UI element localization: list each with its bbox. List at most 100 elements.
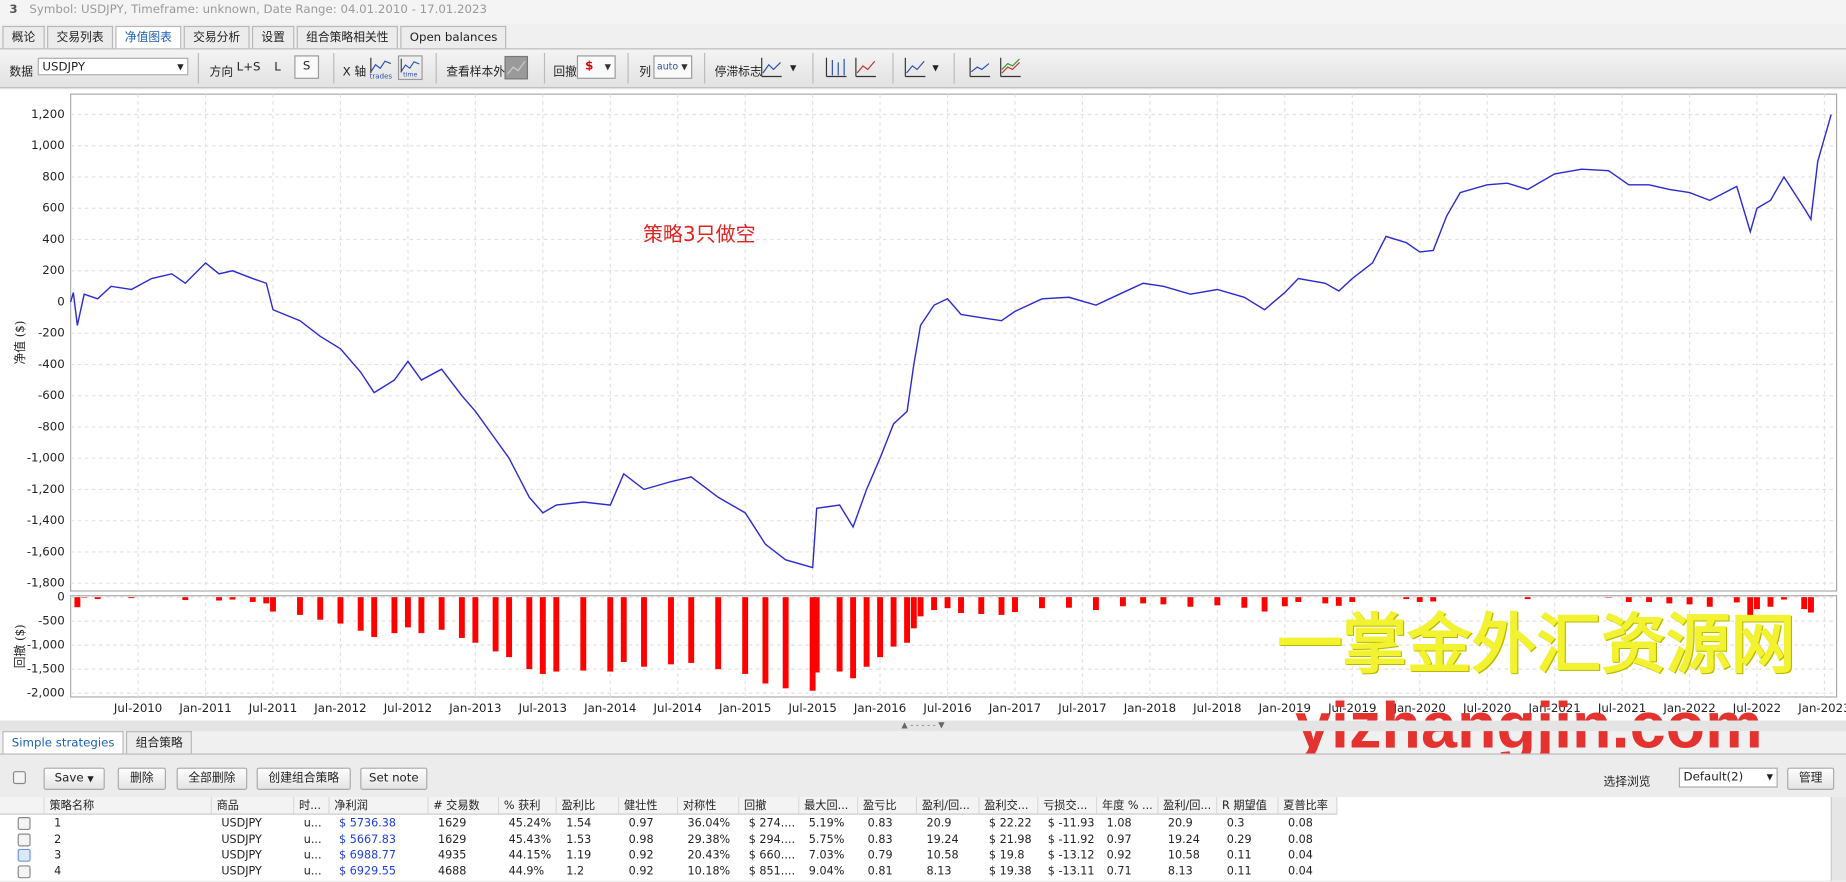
table-cell: $ 274.... bbox=[749, 816, 798, 831]
splitter[interactable]: ▲ - - - - - ▼ bbox=[0, 721, 1846, 732]
chart-icon[interactable] bbox=[854, 55, 879, 80]
oos-icon[interactable] bbox=[504, 55, 529, 80]
delete-all-button[interactable]: 全部删除 bbox=[177, 768, 248, 790]
y-tick-label: -1,000 bbox=[27, 638, 65, 652]
delete-button[interactable]: 删除 bbox=[118, 768, 166, 790]
xaxis-trades-icon[interactable]: trades bbox=[368, 55, 393, 80]
table-cell: 2 bbox=[54, 832, 211, 847]
view-dropdown[interactable]: Default(2)▼ bbox=[1679, 768, 1778, 788]
bottom-tab[interactable]: Simple strategies bbox=[2, 731, 124, 753]
bottom-tab[interactable]: 组合策略 bbox=[126, 731, 192, 753]
y-tick-label: 800 bbox=[42, 169, 64, 183]
header-cell[interactable]: % 获利 bbox=[499, 797, 557, 815]
set-note-button[interactable]: Set note bbox=[360, 768, 427, 790]
xaxis-time-icon[interactable]: time bbox=[398, 55, 423, 80]
table-cell: 0.11 bbox=[1227, 864, 1278, 879]
table-cell: $ 21.98 bbox=[989, 832, 1037, 847]
tab[interactable]: Open balances bbox=[400, 26, 507, 48]
table-cell: $ 851.... bbox=[749, 864, 798, 879]
x-tick-label: Jan-2011 bbox=[178, 701, 231, 715]
drawdown-bar bbox=[783, 597, 789, 688]
header-cell[interactable]: 净利润 bbox=[330, 797, 429, 815]
drawdown-bar bbox=[742, 597, 748, 674]
table-cell: 7.03% bbox=[809, 848, 857, 863]
table-cell: $ -11.93 bbox=[1048, 816, 1096, 831]
header-cell[interactable]: # 交易数 bbox=[429, 797, 500, 815]
drawdown-bar bbox=[391, 597, 397, 633]
y-axis-label: 净值 ($) bbox=[13, 321, 27, 365]
header-cell[interactable]: 夏普比率 bbox=[1279, 797, 1338, 815]
chart-icon[interactable] bbox=[968, 55, 993, 80]
header-cell[interactable]: 策略名称 bbox=[45, 797, 212, 815]
xaxis-time: time bbox=[403, 71, 417, 79]
row-checkbox[interactable] bbox=[18, 865, 31, 878]
tab[interactable]: 概论 bbox=[2, 26, 44, 48]
row-checkbox[interactable] bbox=[18, 849, 31, 862]
scrollbar[interactable] bbox=[1831, 797, 1846, 881]
direction-ls[interactable]: L+S bbox=[237, 61, 261, 74]
direction-s[interactable]: S bbox=[294, 55, 319, 79]
table-cell: 0.04 bbox=[1288, 864, 1336, 879]
separator bbox=[628, 53, 629, 84]
header-cell[interactable]: 亏损交... bbox=[1038, 797, 1097, 815]
header-cell[interactable]: 对称性 bbox=[678, 797, 739, 815]
y-tick-label: -1,800 bbox=[27, 576, 65, 590]
header-cell[interactable]: R 期望值 bbox=[1217, 797, 1278, 815]
table-cell: 0.98 bbox=[629, 832, 677, 847]
select-all-checkbox[interactable] bbox=[13, 771, 26, 784]
y-tick-label: -600 bbox=[38, 388, 65, 402]
table-cell: 0.08 bbox=[1288, 816, 1336, 831]
table-cell: 45.24% bbox=[509, 816, 556, 831]
chart-icon[interactable] bbox=[903, 55, 928, 80]
drawdown-label: 回撤 bbox=[553, 61, 577, 79]
separator bbox=[892, 53, 893, 84]
y-tick-label: -1,000 bbox=[27, 451, 65, 465]
header-cell[interactable]: 盈利交... bbox=[980, 797, 1039, 815]
header-cell[interactable]: 回撤 bbox=[739, 797, 799, 815]
drawdown-unit-button[interactable]: $▼ bbox=[577, 55, 616, 79]
tab[interactable]: 组合策略相关性 bbox=[297, 26, 398, 48]
table-cell: u... bbox=[304, 816, 329, 831]
chart-icon[interactable] bbox=[998, 55, 1023, 80]
columns-button[interactable]: auto▼ bbox=[653, 55, 692, 79]
header-cell[interactable]: 时... bbox=[294, 797, 329, 815]
table-cell: 10.58 bbox=[927, 848, 979, 863]
x-tick-label: Jan-2012 bbox=[313, 701, 366, 715]
table-cell: 20.43% bbox=[688, 848, 739, 863]
direction-l[interactable]: L bbox=[274, 61, 281, 74]
separator bbox=[436, 53, 437, 84]
dropdown-arrow: ▼ bbox=[605, 57, 611, 78]
dropdown-arrow[interactable]: ▼ bbox=[790, 64, 796, 73]
tab[interactable]: 设置 bbox=[252, 26, 294, 48]
row-checkbox[interactable] bbox=[18, 817, 31, 830]
save-button[interactable]: Save ▼ bbox=[44, 768, 105, 790]
x-tick-label: Jul-2011 bbox=[248, 701, 297, 715]
drawdown-bar bbox=[1214, 597, 1220, 605]
tab[interactable]: 交易分析 bbox=[184, 26, 250, 48]
header-cell[interactable]: 商品 bbox=[212, 797, 294, 815]
header-cell[interactable]: 盈利比 bbox=[557, 797, 619, 815]
create-portfolio-button[interactable]: 创建组合策略 bbox=[257, 768, 351, 790]
tab[interactable]: 净值图表 bbox=[115, 26, 181, 48]
separator bbox=[333, 53, 334, 84]
columns-label: 列 bbox=[639, 61, 651, 79]
header-cell[interactable]: 盈利/回... bbox=[917, 797, 979, 815]
header-cell[interactable]: 健壮性 bbox=[619, 797, 678, 815]
y-tick-label: -2,000 bbox=[27, 686, 65, 700]
header-cell[interactable]: 盈利/回... bbox=[1158, 797, 1217, 815]
manage-button[interactable]: 管理 bbox=[1787, 768, 1834, 790]
row-checkbox[interactable] bbox=[18, 833, 31, 846]
dropdown-arrow[interactable]: ▼ bbox=[932, 64, 938, 73]
stagnation-icon[interactable] bbox=[759, 55, 784, 80]
header-cell[interactable]: 年度 % ... bbox=[1097, 797, 1158, 815]
header-cell[interactable]: 盈亏比 bbox=[858, 797, 917, 815]
drawdown-bar bbox=[999, 597, 1005, 615]
symbol-dropdown[interactable]: USDJPY▼ bbox=[38, 58, 189, 76]
tab[interactable]: 交易列表 bbox=[47, 26, 113, 48]
table-cell: u... bbox=[304, 864, 329, 879]
header-cell[interactable]: 最大回... bbox=[799, 797, 858, 815]
x-tick-label: Jan-2023 bbox=[1797, 701, 1846, 715]
table-cell: USDJPY bbox=[221, 832, 293, 847]
chart-icon[interactable] bbox=[824, 55, 849, 80]
table-cell: $ -11.92 bbox=[1048, 832, 1096, 847]
